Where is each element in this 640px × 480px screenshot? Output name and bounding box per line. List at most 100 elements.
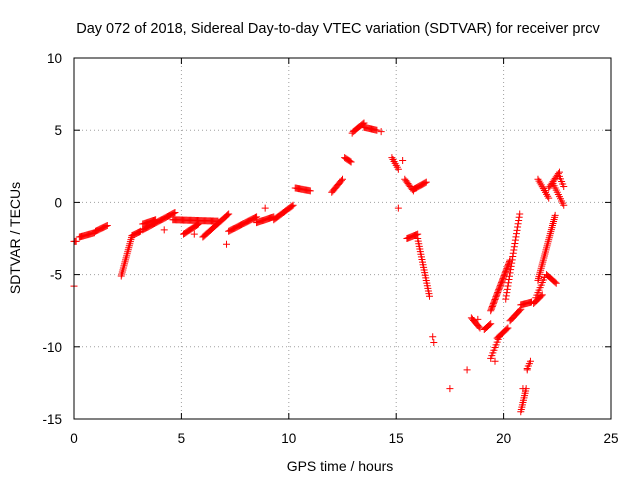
axis-ticks bbox=[73, 57, 612, 420]
data-point bbox=[503, 325, 511, 333]
data-point bbox=[422, 178, 430, 186]
y-tick-label: 0 bbox=[54, 195, 62, 210]
data-point bbox=[510, 246, 518, 254]
data-point bbox=[377, 128, 385, 136]
data-point bbox=[195, 220, 203, 228]
data-point bbox=[261, 204, 269, 212]
y-axis-label: SDTVAR / TECUs bbox=[7, 182, 23, 294]
x-tick-label: 15 bbox=[389, 431, 404, 446]
data-point bbox=[551, 278, 559, 286]
grid-lines bbox=[74, 58, 611, 419]
data-point bbox=[514, 223, 522, 231]
data-point bbox=[347, 158, 355, 166]
data-point bbox=[502, 295, 510, 303]
data-point bbox=[513, 226, 521, 234]
data-point bbox=[503, 289, 511, 297]
data-point bbox=[359, 120, 367, 128]
data-point bbox=[519, 385, 527, 393]
x-tick-label: 10 bbox=[281, 431, 296, 446]
data-point bbox=[516, 210, 524, 218]
data-point bbox=[425, 292, 433, 300]
data-point bbox=[511, 236, 519, 244]
data-point bbox=[502, 292, 510, 300]
data-point bbox=[252, 213, 260, 221]
x-axis-label: GPS time / hours bbox=[287, 458, 394, 474]
data-point bbox=[160, 226, 168, 234]
data-point bbox=[516, 306, 524, 314]
data-points bbox=[70, 119, 568, 416]
x-tick-label: 0 bbox=[70, 431, 78, 446]
data-point bbox=[506, 269, 514, 277]
data-point bbox=[288, 202, 296, 210]
data-point bbox=[560, 201, 568, 209]
data-point bbox=[337, 177, 345, 185]
data-point bbox=[339, 175, 346, 183]
data-point bbox=[515, 217, 523, 225]
data-point bbox=[348, 129, 356, 137]
data-point bbox=[552, 279, 560, 287]
data-point bbox=[560, 183, 568, 191]
data-point bbox=[503, 285, 511, 293]
data-point bbox=[194, 221, 202, 229]
data-point bbox=[506, 272, 514, 280]
x-tick-label: 20 bbox=[496, 431, 511, 446]
data-point bbox=[526, 357, 534, 365]
data-point bbox=[429, 333, 437, 341]
data-point bbox=[551, 211, 559, 219]
data-point bbox=[225, 210, 233, 218]
data-point bbox=[446, 385, 454, 393]
data-point bbox=[190, 230, 198, 238]
data-point bbox=[545, 194, 553, 202]
data-point bbox=[507, 266, 515, 274]
data-point bbox=[289, 201, 297, 209]
data-point bbox=[511, 239, 519, 247]
data-point bbox=[514, 220, 522, 228]
y-tick-label: -15 bbox=[42, 412, 62, 427]
data-point bbox=[346, 157, 354, 165]
data-point bbox=[171, 209, 179, 217]
data-point bbox=[102, 222, 110, 230]
data-point bbox=[463, 366, 471, 374]
data-point bbox=[373, 126, 381, 134]
data-point bbox=[487, 320, 495, 328]
data-point bbox=[399, 157, 407, 165]
y-tick-label: -5 bbox=[50, 268, 62, 283]
data-point bbox=[537, 292, 545, 300]
data-point bbox=[512, 230, 520, 238]
data-point bbox=[508, 259, 516, 267]
data-point bbox=[152, 216, 160, 224]
data-point bbox=[509, 249, 517, 257]
data-point bbox=[224, 211, 232, 219]
data-point bbox=[510, 243, 518, 251]
x-tick-label: 5 bbox=[178, 431, 186, 446]
data-point bbox=[394, 204, 402, 212]
data-point bbox=[504, 324, 512, 332]
data-point bbox=[505, 275, 513, 283]
data-point bbox=[515, 213, 523, 221]
data-point bbox=[170, 209, 178, 217]
data-point bbox=[509, 253, 517, 261]
data-point bbox=[223, 240, 231, 248]
data-point bbox=[430, 338, 438, 346]
chart-title: Day 072 of 2018, Sidereal Day-to-day VTE… bbox=[76, 21, 600, 37]
x-tick-label: 25 bbox=[603, 431, 618, 446]
y-tick-label: 10 bbox=[47, 51, 62, 66]
data-point bbox=[421, 179, 429, 187]
data-point bbox=[512, 233, 520, 241]
data-point bbox=[394, 165, 402, 173]
data-point bbox=[475, 323, 483, 331]
data-point bbox=[103, 222, 111, 230]
data-point bbox=[508, 256, 516, 264]
data-point bbox=[504, 282, 512, 290]
y-tick-label: -10 bbox=[42, 340, 62, 355]
tick-labels: 0 5 10 15 20 25 -15 -10 -5 0 5 10 bbox=[42, 51, 618, 446]
data-point bbox=[306, 187, 314, 195]
data-point bbox=[486, 321, 494, 329]
data-point bbox=[523, 366, 531, 374]
data-point bbox=[491, 357, 499, 365]
data-point bbox=[507, 262, 515, 270]
y-tick-label: 5 bbox=[54, 123, 62, 138]
plot-frame bbox=[73, 57, 612, 420]
data-point bbox=[474, 315, 482, 323]
